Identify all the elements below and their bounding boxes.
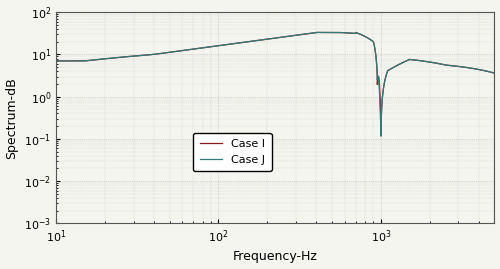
Case I bbox=[378, 134, 384, 138]
Case J bbox=[312, 31, 318, 34]
Case I bbox=[312, 31, 318, 34]
Case I bbox=[332, 31, 338, 34]
Case J bbox=[378, 134, 384, 138]
Case I bbox=[53, 59, 59, 63]
Case I bbox=[314, 31, 320, 34]
Y-axis label: Spectrum-dB: Spectrum-dB bbox=[6, 77, 18, 159]
Case I bbox=[402, 60, 407, 63]
Case J bbox=[492, 72, 498, 75]
Case I bbox=[75, 59, 81, 63]
Legend: Case I, Case J: Case I, Case J bbox=[193, 133, 272, 171]
Case J bbox=[314, 31, 320, 34]
Case J bbox=[378, 121, 384, 124]
Case J bbox=[332, 31, 338, 34]
Case J bbox=[75, 59, 81, 63]
Case J bbox=[402, 60, 407, 63]
Case J bbox=[53, 59, 59, 63]
Case I bbox=[378, 121, 384, 124]
Case I bbox=[212, 45, 218, 48]
Line: Case I: Case I bbox=[56, 33, 494, 136]
Case I bbox=[492, 72, 498, 75]
Line: Case J: Case J bbox=[56, 33, 494, 136]
X-axis label: Frequency-Hz: Frequency-Hz bbox=[233, 250, 318, 263]
Case J bbox=[212, 45, 218, 48]
